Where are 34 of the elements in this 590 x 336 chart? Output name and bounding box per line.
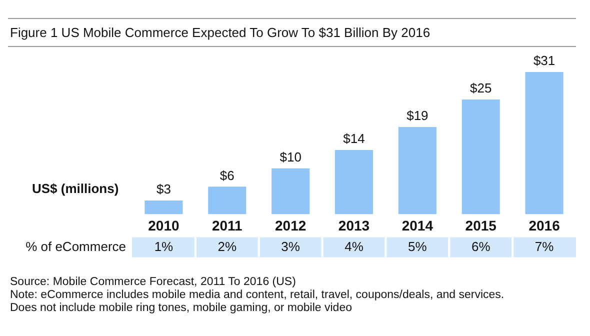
bar (525, 72, 564, 214)
text: 6% (471, 238, 491, 254)
data-label: $19 (406, 108, 428, 124)
data-label: $6 (220, 168, 234, 183)
x-tick-label: 2010 (148, 217, 180, 234)
y-axis-title: US$ (millions) (32, 181, 119, 196)
bar (334, 150, 374, 214)
bar (398, 127, 436, 214)
x-tick-label: 2014 (402, 217, 434, 234)
x-tick-label: 2011 (212, 217, 243, 234)
text: 5% (408, 238, 428, 254)
source-note: Source: Mobile Commerce Forecast, 2011 To 2016 (US) (10, 276, 297, 289)
text: 1% (154, 238, 174, 254)
text: Does not include mobile ring tones, mobile gaming, or mobile video (10, 302, 353, 315)
data-label: $14 (343, 131, 365, 146)
text: 3% (281, 238, 300, 254)
bar (462, 100, 500, 214)
text: Note: eCommerce includes mobile media and content, retail, travel, coupons/deals, and services. (10, 289, 504, 302)
data-label: $10 (280, 149, 302, 164)
bar (144, 200, 183, 214)
x-tick-label: 2013 (338, 217, 370, 234)
x-tick-label: 2012 (274, 217, 306, 234)
bar (208, 186, 246, 214)
x-tick-label: 2016 (528, 217, 560, 234)
text: % of eCommerce (26, 238, 126, 254)
text: 2% (218, 238, 237, 254)
text: 7% (534, 238, 554, 254)
bar (272, 168, 310, 214)
data-label: $3 (156, 182, 171, 197)
chart-title: Figure 1 US Mobile Commerce Expected To Grow To $31 Billion By 2016 (8, 18, 576, 47)
text: 4% (344, 238, 364, 254)
x-tick-label: 2015 (465, 217, 497, 234)
data-label: $31 (533, 53, 556, 68)
data-label: $25 (470, 80, 492, 96)
